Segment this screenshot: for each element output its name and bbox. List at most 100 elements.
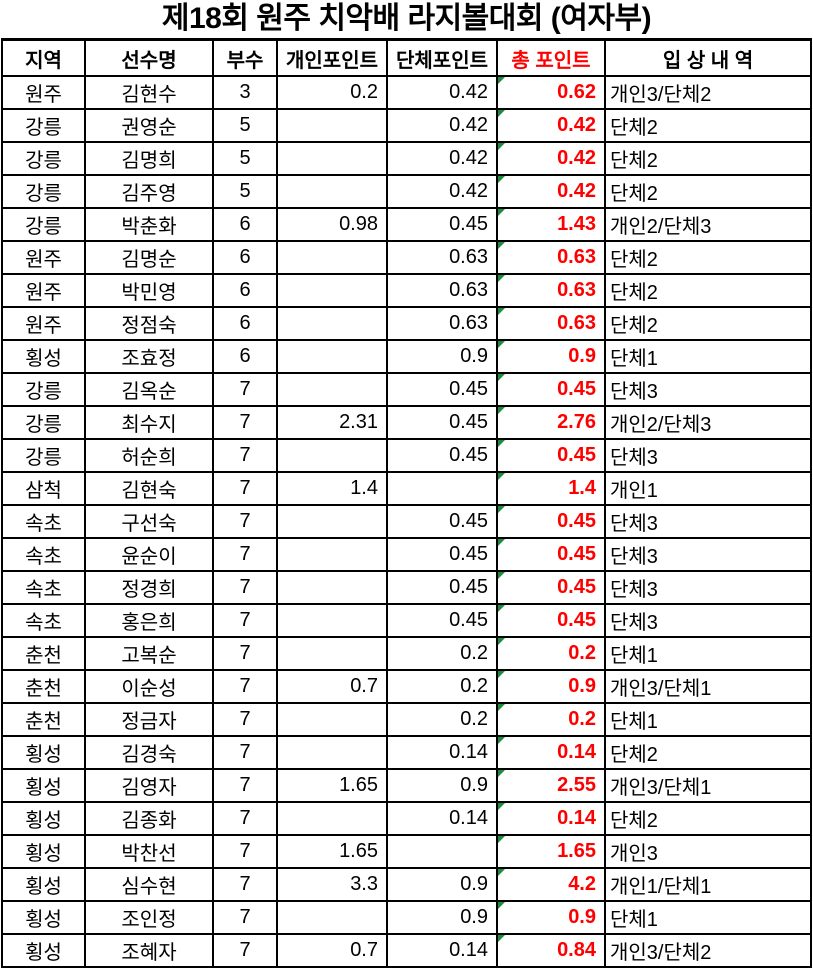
- cell-total-points: 2.55: [496, 768, 606, 803]
- cell-individual-points: [276, 570, 388, 605]
- cell-total-points: 0.63: [496, 306, 606, 341]
- cell-total-points: 0.45: [496, 504, 606, 539]
- cell-player-name: 박민영: [84, 273, 214, 308]
- cell-region: 원주: [1, 273, 86, 308]
- cell-player-name: 권영순: [84, 108, 214, 143]
- cell-team-points: 0.45: [386, 504, 498, 539]
- cell-total-points: 1.65: [496, 834, 606, 869]
- cell-team-points: 0.42: [386, 141, 498, 176]
- formula-indicator-icon: [499, 441, 505, 447]
- formula-indicator-icon: [499, 837, 505, 843]
- cell-awards: 개인3/단체2: [604, 933, 812, 968]
- total-points-value: 0.42: [557, 180, 596, 202]
- table-row: 횡성 김영자 7 1.65 0.9 2.55 개인3/단체1: [1, 768, 812, 803]
- total-points-value: 0.45: [557, 444, 596, 466]
- cell-division: 7: [212, 471, 278, 506]
- formula-indicator-icon: [499, 144, 505, 150]
- cell-awards: 단체3: [604, 504, 812, 539]
- cell-total-points: 0.84: [496, 933, 606, 968]
- cell-awards: 단체2: [604, 801, 812, 836]
- cell-region: 속초: [1, 603, 86, 638]
- cell-team-points: 0.45: [386, 207, 498, 242]
- cell-individual-points: 0.98: [276, 207, 388, 242]
- cell-division: 6: [212, 339, 278, 374]
- table-row: 횡성 김경숙 7 0.14 0.14 단체2: [1, 735, 812, 770]
- cell-division: 7: [212, 570, 278, 605]
- cell-individual-points: 1.65: [276, 834, 388, 869]
- page-title: 제18회 원주 치악배 라지볼대회 (여자부): [161, 2, 652, 35]
- header-row: 지역 선수명 부수 개인포인트 단체포인트 총 포인트 입 상 내 역: [1, 38, 812, 77]
- cell-total-points: 0.14: [496, 801, 606, 836]
- cell-individual-points: [276, 141, 388, 176]
- cell-region: 횡성: [1, 933, 86, 968]
- cell-individual-points: 1.65: [276, 768, 388, 803]
- cell-region: 원주: [1, 75, 86, 110]
- cell-individual-points: [276, 339, 388, 374]
- table-row: 춘천 이순성 7 0.7 0.2 0.9 개인3/단체1: [1, 669, 812, 704]
- formula-indicator-icon: [499, 408, 505, 414]
- cell-awards: 개인3/단체1: [604, 768, 812, 803]
- cell-team-points: 0.14: [386, 933, 498, 968]
- cell-team-points: [386, 471, 498, 506]
- cell-region: 원주: [1, 240, 86, 275]
- cell-total-points: 0.45: [496, 372, 606, 407]
- cell-division: 5: [212, 141, 278, 176]
- cell-awards: 개인1: [604, 471, 812, 506]
- table-row: 속초 윤순이 7 0.45 0.45 단체3: [1, 537, 812, 572]
- cell-division: 7: [212, 603, 278, 638]
- cell-total-points: 0.45: [496, 438, 606, 473]
- cell-individual-points: 3.3: [276, 867, 388, 902]
- cell-total-points: 0.45: [496, 570, 606, 605]
- cell-division: 3: [212, 75, 278, 110]
- cell-region: 강릉: [1, 174, 86, 209]
- cell-region: 강릉: [1, 372, 86, 407]
- cell-total-points: 0.9: [496, 339, 606, 374]
- cell-region: 속초: [1, 570, 86, 605]
- cell-total-points: 0.9: [496, 900, 606, 935]
- cell-team-points: 0.63: [386, 273, 498, 308]
- cell-awards: 단체1: [604, 339, 812, 374]
- cell-individual-points: [276, 636, 388, 671]
- cell-awards: 개인1/단체1: [604, 867, 812, 902]
- cell-team-points: 0.45: [386, 570, 498, 605]
- cell-individual-points: [276, 240, 388, 275]
- cell-awards: 개인2/단체3: [604, 207, 812, 242]
- cell-total-points: 0.63: [496, 240, 606, 275]
- cell-region: 삼척: [1, 471, 86, 506]
- cell-player-name: 정점숙: [84, 306, 214, 341]
- header-division: 부수: [212, 38, 278, 77]
- cell-division: 7: [212, 801, 278, 836]
- cell-player-name: 김옥순: [84, 372, 214, 407]
- cell-total-points: 0.62: [496, 75, 606, 110]
- total-points-value: 0.63: [557, 279, 596, 301]
- cell-team-points: 0.9: [386, 900, 498, 935]
- cell-total-points: 1.4: [496, 471, 606, 506]
- cell-awards: 개인3: [604, 834, 812, 869]
- cell-division: 7: [212, 900, 278, 935]
- table-row: 횡성 조효정 6 0.9 0.9 단체1: [1, 339, 812, 374]
- table-row: 강릉 권영순 5 0.42 0.42 단체2: [1, 108, 812, 143]
- cell-total-points: 0.9: [496, 669, 606, 704]
- cell-individual-points: [276, 174, 388, 209]
- cell-team-points: 0.2: [386, 702, 498, 737]
- table-row: 횡성 박찬선 7 1.65 1.65 개인3: [1, 834, 812, 869]
- table-row: 원주 김명순 6 0.63 0.63 단체2: [1, 240, 812, 275]
- total-points-value: 2.76: [557, 411, 596, 433]
- cell-region: 강릉: [1, 207, 86, 242]
- cell-region: 원주: [1, 306, 86, 341]
- cell-awards: 단체3: [604, 372, 812, 407]
- cell-awards: 단체3: [604, 537, 812, 572]
- formula-indicator-icon: [499, 210, 505, 216]
- cell-player-name: 홍은희: [84, 603, 214, 638]
- cell-awards: 개인3/단체1: [604, 669, 812, 704]
- cell-player-name: 조혜자: [84, 933, 214, 968]
- total-points-value: 0.14: [557, 807, 596, 829]
- cell-region: 횡성: [1, 339, 86, 374]
- cell-awards: 단체1: [604, 636, 812, 671]
- cell-total-points: 0.45: [496, 603, 606, 638]
- cell-region: 춘천: [1, 636, 86, 671]
- cell-team-points: 0.14: [386, 801, 498, 836]
- cell-player-name: 고복순: [84, 636, 214, 671]
- table-row: 속초 구선숙 7 0.45 0.45 단체3: [1, 504, 812, 539]
